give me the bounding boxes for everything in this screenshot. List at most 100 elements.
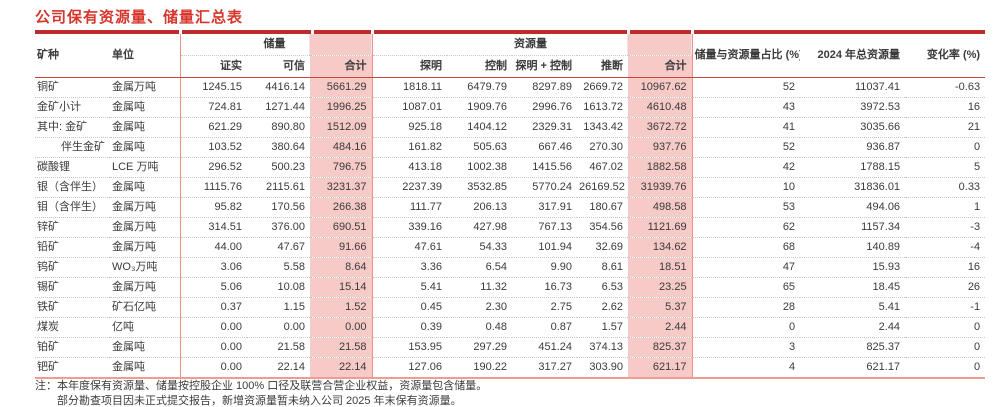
table-row: 其中: 金矿 金属吨 621.29 890.80 1512.09 925.18 1404.1…	[35, 117, 986, 138]
cell-indicated: 505.63	[447, 137, 512, 158]
col-header-measured: 探明	[372, 55, 447, 78]
cell-ratio: 68	[692, 237, 801, 258]
cell-unit: WO₃万吨	[110, 257, 180, 278]
cell-measured: 1818.11	[372, 77, 447, 98]
col-header-total-2024: 2024 年总资源量	[800, 34, 906, 78]
cell-ratio: 52	[692, 77, 801, 98]
cell-reserve-total: 266.38	[310, 197, 373, 218]
resources-reserves-table: 矿种 单位 储量 资源量 储量与资源量占比 (%) 2024 年总资源量 变化率…	[35, 34, 986, 379]
group-header-resource: 资源量	[372, 34, 693, 56]
cell-change: 16	[905, 97, 986, 118]
cell-measured-indicated: 16.73	[512, 277, 577, 298]
col-header-measured-indicated: 探明 + 控制	[512, 55, 577, 78]
cell-total-2024: 5.41	[800, 297, 906, 318]
cell-measured-indicated: 317.27	[512, 357, 577, 379]
cell-indicated: 427.98	[447, 217, 512, 238]
cell-reserve-total: 690.51	[310, 217, 373, 238]
cell-proved: 44.00	[179, 237, 247, 258]
cell-resource-total: 5.37	[628, 297, 693, 318]
cell-change: 26	[905, 277, 986, 298]
cell-indicated: 190.22	[447, 357, 512, 379]
cell-ratio: 62	[692, 217, 801, 238]
cell-unit: 金属万吨	[110, 197, 180, 218]
cell-inferred: 1613.72	[577, 97, 628, 118]
cell-total-2024: 2.44	[800, 317, 906, 338]
cell-inferred: 1343.42	[577, 117, 628, 138]
cell-total-2024: 31836.01	[800, 177, 906, 198]
cell-total-2024: 1157.34	[800, 217, 906, 238]
cell-inferred: 6.53	[577, 277, 628, 298]
cell-measured: 3.36	[372, 257, 447, 278]
cell-inferred: 180.67	[577, 197, 628, 218]
table-row: 锌矿 金属万吨 314.51 376.00 690.51 339.16 427.98 767.…	[35, 217, 986, 238]
cell-mineral: 铁矿	[35, 297, 110, 318]
col-header-unit: 单位	[110, 34, 180, 78]
table-row: 钨矿 WO₃万吨 3.06 5.58 8.64 3.36 6.54 9.90 8.61 18.51…	[35, 257, 986, 278]
cell-ratio: 65	[692, 277, 801, 298]
col-header-change: 变化率 (%)	[905, 34, 986, 78]
col-header-ratio: 储量与资源量占比 (%)	[692, 34, 801, 78]
cell-unit: 金属吨	[110, 357, 180, 379]
cell-measured: 0.39	[372, 317, 447, 338]
cell-change: 1	[905, 197, 986, 218]
cell-measured: 161.82	[372, 137, 447, 158]
cell-probable: 500.23	[247, 157, 310, 178]
cell-mineral: 铜矿	[35, 77, 110, 98]
cell-measured: 5.41	[372, 277, 447, 298]
cell-probable: 10.08	[247, 277, 310, 298]
col-header-resource-total: 合计	[628, 55, 693, 78]
cell-measured: 153.95	[372, 337, 447, 358]
cell-mineral: 钼（含伴生）	[35, 197, 110, 218]
cell-ratio: 28	[692, 297, 801, 318]
cell-indicated: 6479.79	[447, 77, 512, 98]
cell-mineral: 铂矿	[35, 337, 110, 358]
cell-measured-indicated: 451.24	[512, 337, 577, 358]
cell-measured-indicated: 8297.89	[512, 77, 577, 98]
cell-change: 0	[905, 337, 986, 358]
col-header-inferred: 推断	[577, 55, 628, 78]
cell-total-2024: 11037.41	[800, 77, 906, 98]
cell-change: 0	[905, 317, 986, 338]
cell-measured: 47.61	[372, 237, 447, 258]
col-header-mineral: 矿种	[35, 34, 110, 78]
cell-measured-indicated: 767.13	[512, 217, 577, 238]
cell-change: 0	[905, 357, 986, 379]
cell-probable: 47.67	[247, 237, 310, 258]
cell-measured-indicated: 0.87	[512, 317, 577, 338]
cell-unit: 矿石亿吨	[110, 297, 180, 318]
cell-reserve-total: 22.14	[310, 357, 373, 379]
table-header: 矿种 单位 储量 资源量 储量与资源量占比 (%) 2024 年总资源量 变化率…	[35, 34, 986, 78]
cell-inferred: 354.56	[577, 217, 628, 238]
summary-table: 矿种 单位 储量 资源量 储量与资源量占比 (%) 2024 年总资源量 变化率…	[35, 30, 986, 379]
cell-measured: 925.18	[372, 117, 447, 138]
footnote-line-1: 注：本年度保有资源量、储量按控股企业 100% 口径及联营合营企业权益，资源量包…	[35, 380, 488, 392]
cell-proved: 296.52	[179, 157, 247, 178]
cell-unit: 金属万吨	[110, 277, 180, 298]
cell-measured: 1087.01	[372, 97, 447, 118]
cell-probable: 0.00	[247, 317, 310, 338]
cell-indicated: 297.29	[447, 337, 512, 358]
cell-resource-total: 937.76	[628, 137, 693, 158]
col-header-proved: 证实	[179, 55, 247, 78]
cell-proved: 0.00	[179, 357, 247, 379]
header-sub-row: 证实 可信 合计 探明 控制 探明 + 控制 推断 合计	[35, 55, 985, 78]
cell-reserve-total: 796.75	[310, 157, 373, 178]
cell-unit: 金属吨	[110, 337, 180, 358]
cell-unit: 金属吨	[110, 97, 180, 118]
cell-proved: 103.52	[179, 137, 247, 158]
cell-indicated: 2.30	[447, 297, 512, 318]
cell-unit: 金属万吨	[110, 217, 180, 238]
cell-ratio: 3	[692, 337, 801, 358]
cell-ratio: 42	[692, 157, 801, 178]
cell-mineral: 碳酸锂	[35, 157, 110, 178]
cell-total-2024: 140.89	[800, 237, 906, 258]
col-header-probable: 可信	[247, 55, 310, 78]
cell-measured: 339.16	[372, 217, 447, 238]
cell-mineral: 伴生金矿	[35, 137, 110, 158]
table-row: 钯矿 金属吨 0.00 22.14 22.14 127.06 190.22 317.27 303…	[35, 357, 986, 379]
cell-unit: LCE 万吨	[110, 157, 180, 178]
cell-proved: 0.00	[179, 337, 247, 358]
cell-ratio: 53	[692, 197, 801, 218]
cell-ratio: 4	[692, 357, 801, 379]
